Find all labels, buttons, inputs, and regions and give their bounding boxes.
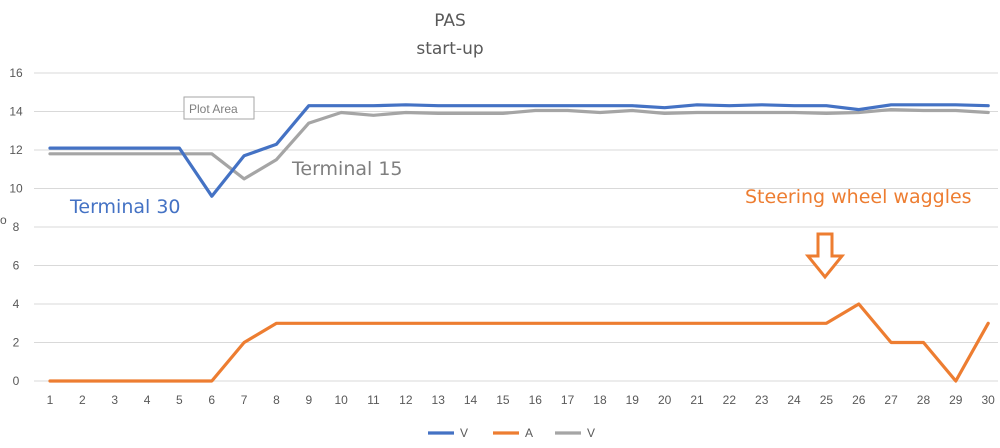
x-tick-label: 20	[658, 393, 672, 407]
x-tick-label: 27	[884, 393, 898, 407]
x-tick-label: 18	[593, 393, 607, 407]
y-tick-label: 6	[13, 259, 20, 273]
chart-subtitle: start-up	[416, 39, 483, 59]
x-tick-label: 2	[79, 393, 86, 407]
legend-label: A	[525, 426, 533, 440]
y-tick-label: 2	[13, 336, 20, 350]
series-line-v-grey	[48, 107, 990, 181]
x-tick-label: 23	[755, 393, 769, 407]
y-tick-label: 4	[13, 297, 20, 311]
x-tick-label: 24	[787, 393, 801, 407]
annotation-steering-wheel-waggles: Steering wheel waggles	[745, 186, 972, 208]
x-tick-label: 4	[144, 393, 151, 407]
x-tick-label: 30	[981, 393, 995, 407]
x-tick-label: 10	[334, 393, 348, 407]
y-axis: 0 2 4 6 8 10 12 14 16	[9, 66, 23, 388]
x-tick-label: 11	[367, 393, 380, 407]
y-tick-label: 10	[9, 182, 23, 196]
y-axis-label-fragment: o	[0, 213, 7, 227]
x-tick-label: 21	[690, 393, 704, 407]
x-tick-label: 5	[176, 393, 183, 407]
x-tick-label: 19	[626, 393, 640, 407]
gridlines	[34, 72, 998, 382]
x-tick-label: 9	[305, 393, 312, 407]
x-tick-label: 7	[241, 393, 248, 407]
plot-area-tooltip-box	[183, 96, 255, 120]
y-tick-label: 12	[9, 143, 23, 157]
x-tick-label: 13	[432, 393, 446, 407]
x-tick-label: 12	[399, 393, 413, 407]
chart-title: PAS	[434, 11, 466, 31]
down-arrow-icon	[804, 232, 846, 280]
x-tick-label: 29	[949, 393, 963, 407]
y-tick-label: 16	[9, 66, 23, 80]
x-tick-label: 25	[820, 393, 834, 407]
series-line-a-orange	[48, 302, 990, 383]
y-tick-label: 14	[9, 105, 23, 119]
annotation-terminal-30: Terminal 30	[69, 196, 181, 218]
series-line-v-blue	[48, 103, 990, 198]
x-tick-label: 17	[561, 393, 575, 407]
plot-area-tooltip: Plot Area	[183, 96, 255, 120]
x-axis: 1 2 3 4 5 6 7 8 9 10 11 12 13 14 15 16 17 18 19 20 21 22 23 24 2…	[47, 393, 995, 407]
x-tick-label: 8	[273, 393, 280, 407]
x-tick-label: 22	[723, 393, 737, 407]
series-lines	[48, 103, 990, 383]
legend-label: V	[587, 426, 595, 440]
legend-label: V	[460, 426, 468, 440]
y-tick-label: 0	[13, 374, 20, 388]
plot-area-tooltip-label: Plot Area	[189, 102, 238, 116]
x-tick-label: 3	[111, 393, 118, 407]
y-tick-label: 8	[13, 220, 20, 234]
x-tick-label: 28	[917, 393, 931, 407]
x-tick-label: 6	[208, 393, 215, 407]
x-tick-label: 1	[47, 393, 54, 407]
x-tick-label: 16	[529, 393, 543, 407]
x-tick-label: 15	[496, 393, 510, 407]
x-tick-label: 14	[464, 393, 478, 407]
annotation-terminal-15: Terminal 15	[291, 158, 403, 180]
x-tick-label: 26	[852, 393, 866, 407]
